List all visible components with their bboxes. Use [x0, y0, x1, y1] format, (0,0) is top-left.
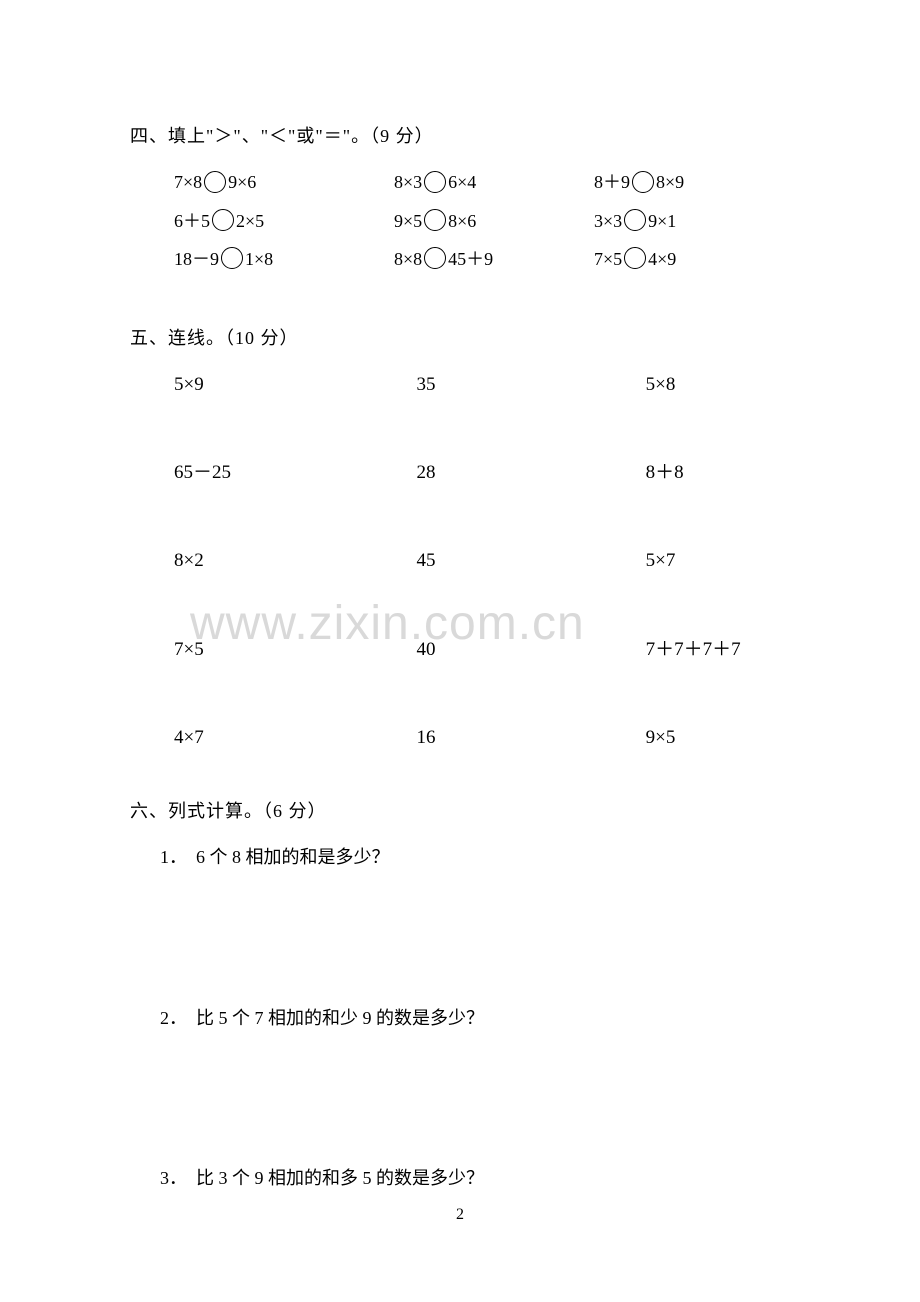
match-item-left[interactable]: 7×5	[174, 633, 417, 667]
expr-left: 8×3	[394, 166, 422, 198]
page-number: 2	[0, 1206, 920, 1224]
match-item-center[interactable]: 35	[417, 368, 646, 402]
compare-expr: 3×3 9×1	[594, 205, 774, 237]
match-item-center[interactable]: 45	[417, 544, 646, 578]
compare-expr: 8×8 45＋9	[394, 243, 594, 275]
compare-expr: 8×3 6×4	[394, 166, 594, 198]
match-item-right[interactable]: 7＋7＋7＋7	[646, 633, 790, 667]
compare-expr: 8＋9 8×9	[594, 166, 774, 198]
expr-right: 1×8	[245, 243, 273, 275]
expr-right: 45＋9	[448, 243, 493, 275]
section6-item: 2．比 5 个 7 相加的和少 9 的数是多少？	[160, 1002, 790, 1034]
match-item-left[interactable]: 4×7	[174, 721, 417, 755]
section5-heading: 五、连线。（10 分）	[130, 322, 790, 354]
section5-table: 5×9 35 5×8 65－25 28 8＋8 8×2 45 5×7 7×5 4…	[174, 368, 790, 755]
expr-right: 2×5	[236, 205, 264, 237]
section5-row: 7×5 40 7＋7＋7＋7	[174, 633, 790, 667]
section4-row: 7×8 9×6 8×3 6×4 8＋9 8×9	[174, 166, 790, 198]
section5-row: 8×2 45 5×7	[174, 544, 790, 578]
compare-expr: 9×5 8×6	[394, 205, 594, 237]
match-item-right[interactable]: 5×8	[646, 368, 790, 402]
expr-left: 8×8	[394, 243, 422, 275]
expr-left: 3×3	[594, 205, 622, 237]
answer-circle[interactable]	[221, 247, 243, 269]
expr-left: 6＋5	[174, 205, 210, 237]
section6-heading: 六、列式计算。（6 分）	[130, 795, 790, 827]
section5-row: 65－25 28 8＋8	[174, 456, 790, 490]
answer-circle[interactable]	[632, 171, 654, 193]
match-item-left[interactable]: 5×9	[174, 368, 417, 402]
item-number: 1．	[160, 841, 196, 873]
expr-left: 9×5	[394, 205, 422, 237]
section4-heading: 四、填上"＞"、"＜"或"＝"。（9 分）	[130, 120, 790, 152]
compare-expr: 18－9 1×8	[174, 243, 394, 275]
section4-table: 7×89×6 8×36×4 8＋98×9 6＋52×5 9×58×6 3×39×…	[174, 166, 790, 275]
item-text: 6 个 8 相加的和是多少？	[196, 847, 390, 867]
answer-circle[interactable]	[204, 171, 226, 193]
section6-list: 1．6 个 8 相加的和是多少？ 2．比 5 个 7 相加的和少 9 的数是多少…	[160, 841, 790, 1194]
answer-circle[interactable]	[624, 247, 646, 269]
section5-row: 5×9 35 5×8	[174, 368, 790, 402]
answer-circle[interactable]	[424, 247, 446, 269]
expr-right: 9×6	[228, 166, 256, 198]
item-text: 比 3 个 9 相加的和多 5 的数是多少？	[196, 1168, 484, 1188]
expr-right: 6×4	[448, 166, 476, 198]
expr-left: 7×5	[594, 243, 622, 275]
answer-circle[interactable]	[624, 209, 646, 231]
section4-row: 18－9 1×8 8×8 45＋9 7×5 4×9	[174, 243, 790, 275]
compare-expr: 7×8 9×6	[174, 166, 394, 198]
answer-circle[interactable]	[212, 209, 234, 231]
match-item-right[interactable]: 5×7	[646, 544, 790, 578]
expr-right: 8×9	[656, 166, 684, 198]
section5-row: 4×7 16 9×5	[174, 721, 790, 755]
item-text: 比 5 个 7 相加的和少 9 的数是多少？	[196, 1008, 484, 1028]
match-item-left[interactable]: 65－25	[174, 456, 417, 490]
match-item-right[interactable]: 8＋8	[646, 456, 790, 490]
expr-left: 18－9	[174, 243, 219, 275]
expr-right: 4×9	[648, 243, 676, 275]
section4-row: 6＋5 2×5 9×5 8×6 3×3 9×1	[174, 205, 790, 237]
compare-expr: 6＋5 2×5	[174, 205, 394, 237]
expr-left: 8＋9	[594, 166, 630, 198]
item-number: 2．	[160, 1002, 196, 1034]
section6-item: 1．6 个 8 相加的和是多少？	[160, 841, 790, 873]
section6-item: 3．比 3 个 9 相加的和多 5 的数是多少？	[160, 1162, 790, 1194]
item-number: 3．	[160, 1162, 196, 1194]
answer-circle[interactable]	[424, 209, 446, 231]
expr-right: 9×1	[648, 205, 676, 237]
answer-circle[interactable]	[424, 171, 446, 193]
match-item-center[interactable]: 40	[417, 633, 646, 667]
compare-expr: 7×5 4×9	[594, 243, 774, 275]
expr-left: 7×8	[174, 166, 202, 198]
match-item-left[interactable]: 8×2	[174, 544, 417, 578]
match-item-right[interactable]: 9×5	[646, 721, 790, 755]
match-item-center[interactable]: 16	[417, 721, 646, 755]
page-content: 四、填上"＞"、"＜"或"＝"。（9 分） 7×89×6 8×36×4 8＋98…	[0, 0, 920, 1194]
match-item-center[interactable]: 28	[417, 456, 646, 490]
expr-right: 8×6	[448, 205, 476, 237]
